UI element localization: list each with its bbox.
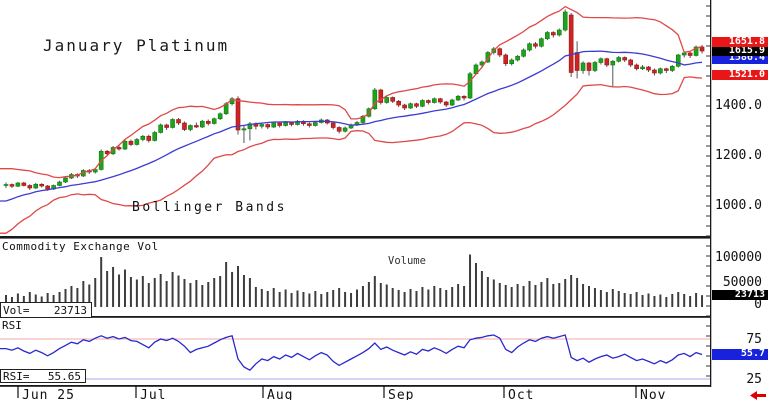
y-axis-tick-label: 100000 — [715, 250, 762, 265]
y-axis-tick-label: 75 — [746, 332, 762, 347]
bollinger-bands-label: Bollinger Bands — [132, 200, 287, 215]
rsi-readout-value: 55.65 — [47, 369, 81, 383]
y-axis-tick-label: 1400.0 — [715, 98, 762, 113]
value-badge: 1615.9 — [712, 45, 768, 57]
y-axis-tick-label: 1000.0 — [715, 198, 762, 213]
x-axis-month-label: Sep — [388, 388, 415, 400]
value-badge: 1586.4 — [712, 53, 768, 64]
rsi-readout-label: RSI= — [3, 369, 30, 383]
volume-readout-label: Vol= — [3, 303, 30, 317]
y-axis-tick-label: 25 — [746, 372, 762, 387]
value-badge: 55.7 — [712, 349, 768, 360]
x-axis-month-label: Jun 25 — [22, 388, 75, 400]
scroll-left-arrow-icon[interactable] — [750, 391, 766, 400]
value-badge: 23713 — [712, 289, 768, 301]
x-axis-month-label: Oct — [508, 388, 535, 400]
y-axis-tick-label: 0 — [754, 297, 762, 312]
volume-panel-title: Commodity Exchange Vol — [2, 240, 159, 253]
x-axis-month-label: Jul — [140, 388, 167, 400]
y-axis-tick-label: 50000 — [722, 275, 762, 290]
x-axis-month-label: Aug — [267, 388, 294, 400]
value-badge: 1521.0 — [712, 69, 768, 81]
volume-label: Volume — [388, 255, 426, 267]
chart-title: January Platinum — [43, 36, 230, 55]
rsi-readout: RSI= 55.65 — [0, 369, 86, 383]
rsi-panel-title: RSI — [2, 319, 22, 332]
volume-readout-value: 23713 — [53, 303, 87, 317]
y-axis-tick-label: 1200.0 — [715, 148, 762, 163]
value-badge: 1651.8 — [712, 36, 768, 48]
x-axis-month-label: Nov — [640, 388, 667, 400]
volume-readout: Vol= 23713 — [0, 302, 92, 318]
